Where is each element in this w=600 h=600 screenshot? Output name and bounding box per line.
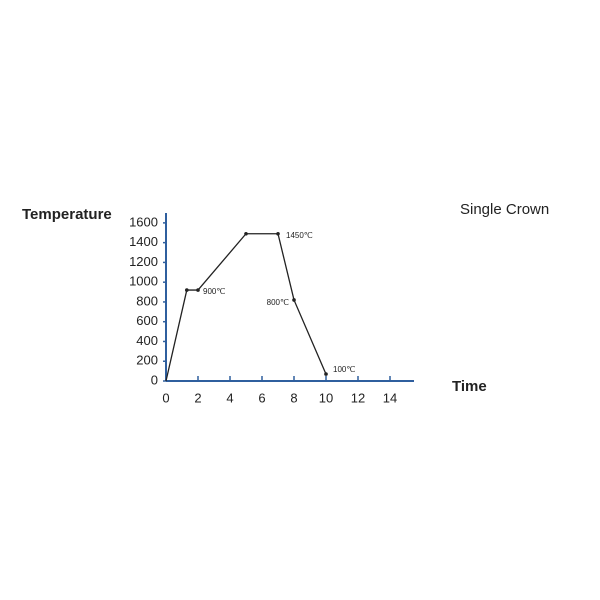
- y-tick-label: 200: [136, 353, 158, 368]
- y-tick-label: 1600: [129, 214, 158, 229]
- x-tick-label: 2: [194, 390, 201, 405]
- point: [276, 231, 280, 236]
- point: [196, 288, 200, 292]
- y-tick-label: 1000: [129, 274, 158, 289]
- annotation: 900℃: [203, 287, 225, 296]
- y-tick-label: 0: [151, 372, 158, 387]
- x-tick-label: 0: [162, 390, 169, 405]
- y-tick-label: 1400: [129, 234, 158, 249]
- annotation: 1450℃: [286, 231, 313, 240]
- y-tick-label: 400: [136, 333, 158, 348]
- y-tick-label: 600: [136, 313, 158, 328]
- line: [165, 233, 327, 382]
- point: [244, 231, 248, 236]
- annotation: 100℃: [333, 365, 355, 374]
- y-tick-label: 1200: [129, 254, 158, 269]
- chart-title: Single Crown: [460, 201, 549, 218]
- x-tick-label: 14: [383, 390, 397, 405]
- y-axis-label: Temperature: [22, 206, 112, 223]
- y-tick-label: 800: [136, 293, 158, 308]
- x-tick-label: 12: [351, 390, 365, 405]
- point: [292, 298, 296, 302]
- x-axis-label: Time: [452, 378, 487, 395]
- x-tick-label: 6: [258, 390, 265, 405]
- x-tick-label: 8: [290, 390, 297, 405]
- annotation: 800℃: [267, 298, 289, 307]
- x-tick-label: 10: [319, 390, 333, 405]
- point: [324, 372, 328, 376]
- x-tick-label: 4: [226, 390, 233, 405]
- point: [185, 288, 189, 292]
